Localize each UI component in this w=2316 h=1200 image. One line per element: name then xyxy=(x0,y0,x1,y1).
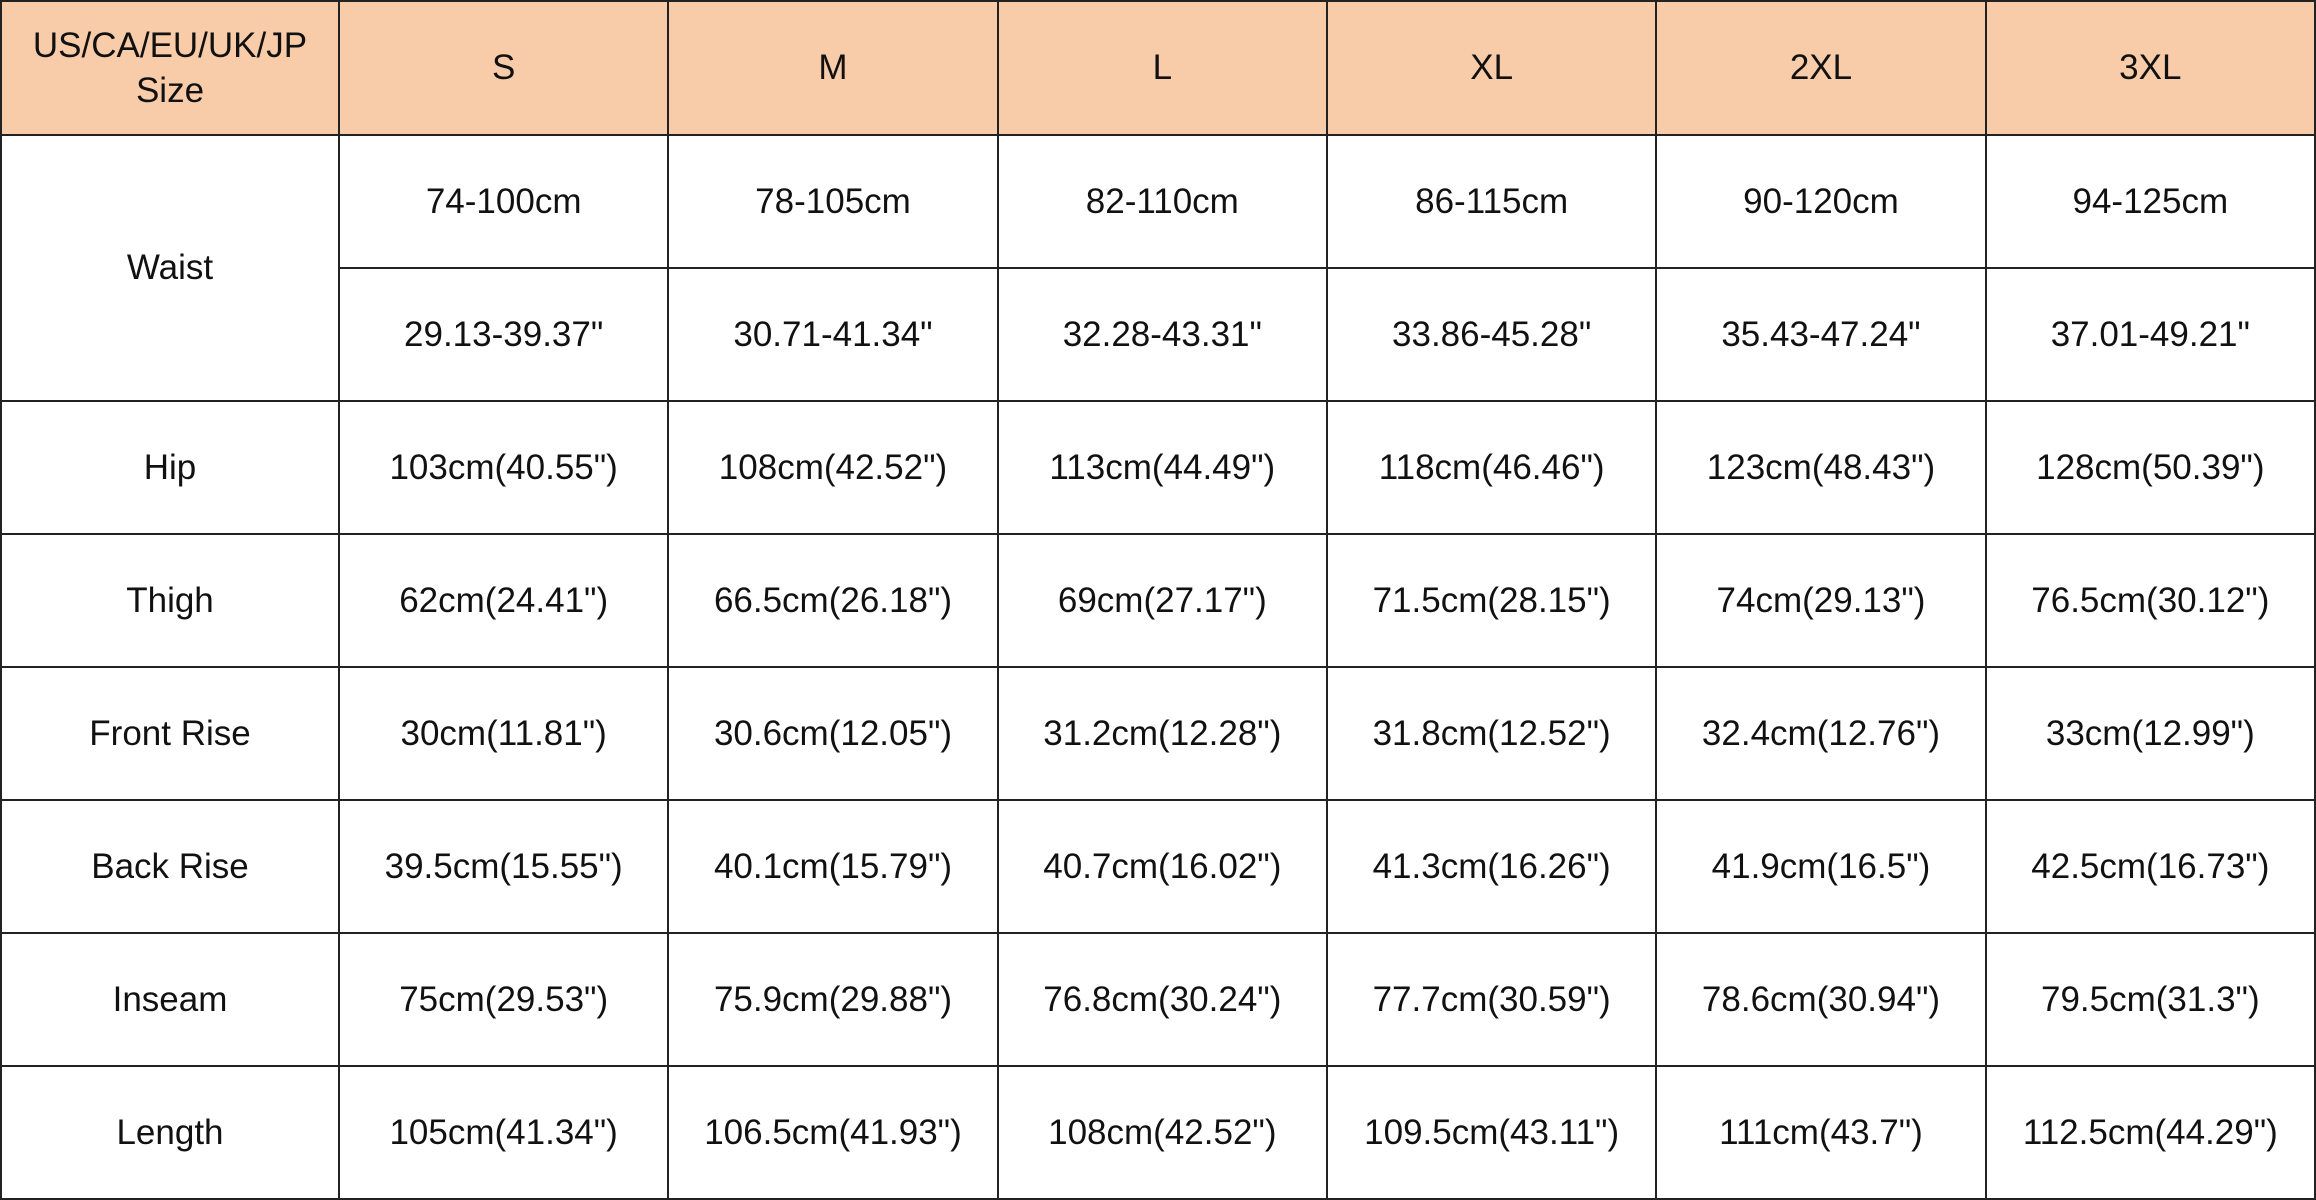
measurement-cell: 118cm(46.46") xyxy=(1325,400,1658,535)
size-header: XL xyxy=(1325,0,1658,136)
size-header: S xyxy=(337,0,670,136)
row-label: Length xyxy=(0,1065,340,1200)
measurement-cell: 76.8cm(30.24") xyxy=(996,932,1328,1067)
measurement-cell: 75cm(29.53") xyxy=(337,932,670,1067)
measurement-cell: 78.6cm(30.94") xyxy=(1655,932,1987,1067)
table-row: Inseam 75cm(29.53") 75.9cm(29.88") 76.8cm(3… xyxy=(0,932,2316,1067)
row-label: Hip xyxy=(0,400,340,535)
measurement-cell: 69cm(27.17") xyxy=(996,533,1328,668)
measurement-cell: 86-115cm xyxy=(1325,134,1658,269)
measurement-cell: 32.28-43.31" xyxy=(996,267,1328,402)
measurement-cell: 77.7cm(30.59") xyxy=(1325,932,1658,1067)
table-row: 29.13-39.37" 30.71-41.34" 32.28-43.31" 33.8… xyxy=(1,267,2316,402)
row-label: Front Rise xyxy=(0,666,340,801)
measurement-cell: 39.5cm(15.55") xyxy=(337,799,670,934)
row-label: Back Rise xyxy=(0,799,340,934)
measurement-cell: 31.8cm(12.52") xyxy=(1325,666,1658,801)
table-row: Front Rise 30cm(11.81") 30.6cm(12.05") 31.2… xyxy=(0,666,2316,801)
measurement-cell: 40.7cm(16.02") xyxy=(996,799,1328,934)
measurement-cell: 37.01-49.21" xyxy=(1984,267,2316,402)
measurement-cell: 62cm(24.41") xyxy=(337,533,670,668)
size-header: 3XL xyxy=(1984,0,2316,136)
table-row: Hip 103cm(40.55") 108cm(42.52") 113cm(44.49… xyxy=(0,400,2316,535)
measurement-cell: 109.5cm(43.11") xyxy=(1325,1065,1658,1200)
measurement-cell: 113cm(44.49") xyxy=(996,400,1328,535)
measurement-cell: 41.3cm(16.26") xyxy=(1325,799,1658,934)
measurement-cell: 111cm(43.7") xyxy=(1655,1065,1987,1200)
measurement-cell: 41.9cm(16.5") xyxy=(1655,799,1987,934)
row-label: Inseam xyxy=(0,932,340,1067)
measurement-cell: 108cm(42.52") xyxy=(996,1065,1328,1200)
measurement-cell: 30.6cm(12.05") xyxy=(667,666,999,801)
measurement-cell: 94-125cm xyxy=(1984,134,2316,269)
measurement-cell: 74-100cm xyxy=(337,134,670,269)
table-row: Back Rise 39.5cm(15.55") 40.1cm(15.79") 40.… xyxy=(0,799,2316,934)
measurement-cell: 82-110cm xyxy=(996,134,1328,269)
measurement-cell: 112.5cm(44.29") xyxy=(1984,1065,2316,1200)
measurement-cell: 79.5cm(31.3") xyxy=(1984,932,2316,1067)
row-label: Waist xyxy=(0,134,340,402)
measurement-cell: 75.9cm(29.88") xyxy=(667,932,999,1067)
size-header: L xyxy=(996,0,1328,136)
measurement-cell: 74cm(29.13") xyxy=(1655,533,1987,668)
measurement-cell: 35.43-47.24" xyxy=(1655,267,1987,402)
row-label: Thigh xyxy=(0,533,340,668)
measurement-cell: 33cm(12.99") xyxy=(1984,666,2316,801)
size-header: M xyxy=(667,0,999,136)
measurement-cell: 128cm(50.39") xyxy=(1984,400,2316,535)
table-row: Thigh 62cm(24.41") 66.5cm(26.18") 69cm(27.1… xyxy=(0,533,2316,668)
measurement-cell: 106.5cm(41.93") xyxy=(667,1065,999,1200)
size-header: 2XL xyxy=(1655,0,1987,136)
measurement-cell: 71.5cm(28.15") xyxy=(1325,533,1658,668)
measurement-cell: 76.5cm(30.12") xyxy=(1984,533,2316,668)
measurement-cell: 103cm(40.55") xyxy=(337,400,670,535)
measurement-cell: 30.71-41.34" xyxy=(667,267,999,402)
measurement-cell: 105cm(41.34") xyxy=(337,1065,670,1200)
measurement-cell: 66.5cm(26.18") xyxy=(667,533,999,668)
measurement-cell: 78-105cm xyxy=(667,134,999,269)
measurement-cell: 31.2cm(12.28") xyxy=(996,666,1328,801)
header-row: US/CA/EU/UK/JP Size S M L XL 2XL 3XL xyxy=(0,0,2316,136)
measurement-cell: 123cm(48.43") xyxy=(1655,400,1987,535)
measurement-cell: 29.13-39.37" xyxy=(337,267,670,402)
measurement-cell: 33.86-45.28" xyxy=(1325,267,1658,402)
measurement-cell: 90-120cm xyxy=(1655,134,1987,269)
measurement-cell: 42.5cm(16.73") xyxy=(1984,799,2316,934)
measurement-cell: 30cm(11.81") xyxy=(337,666,670,801)
header-label: US/CA/EU/UK/JP Size xyxy=(0,0,340,136)
measurement-cell: 32.4cm(12.76") xyxy=(1655,666,1987,801)
table-row: Waist 74-100cm 78-105cm 82-110cm 86-115cm 90-… xyxy=(0,134,2316,402)
measurement-cell: 108cm(42.52") xyxy=(667,400,999,535)
measurement-cell: 40.1cm(15.79") xyxy=(667,799,999,934)
table-row: Length 105cm(41.34") 106.5cm(41.93") 108cm(… xyxy=(0,1065,2316,1200)
